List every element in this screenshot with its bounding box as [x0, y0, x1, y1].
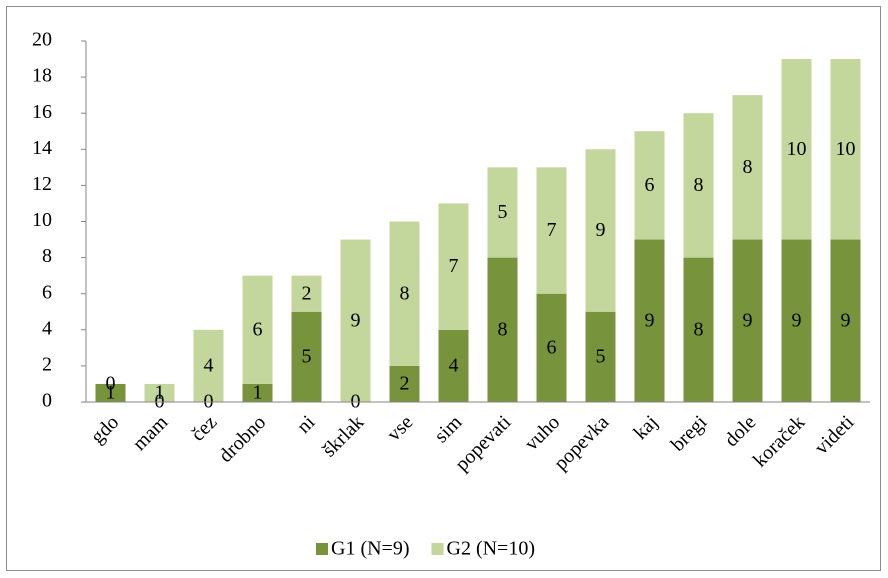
data-label: 1	[155, 382, 165, 404]
y-tick-label: 2	[42, 353, 52, 375]
bar-segment	[634, 239, 665, 402]
data-label: 0	[106, 373, 116, 395]
data-label: 9	[596, 219, 606, 241]
bar-segment	[536, 167, 567, 294]
bar-segment	[683, 257, 714, 402]
bar-segment	[438, 329, 469, 402]
data-label: 1	[253, 382, 263, 404]
legend-swatch	[316, 543, 328, 555]
data-label: 7	[449, 255, 459, 277]
bar-segment	[781, 59, 812, 240]
bar-segment	[585, 311, 616, 402]
data-label: 4	[204, 354, 214, 376]
bar-segment	[634, 131, 665, 240]
y-tick-label: 0	[42, 390, 52, 412]
data-label: 2	[400, 373, 410, 395]
bar-segment	[340, 239, 371, 402]
bar-segment	[585, 149, 616, 312]
data-label: 10	[836, 138, 856, 160]
data-label: 8	[694, 174, 704, 196]
y-tick-label: 12	[32, 173, 52, 195]
bar-segment	[732, 239, 763, 402]
data-label: 9	[743, 309, 753, 331]
legend-swatch	[431, 543, 444, 555]
legend-label: G2 (N=10)	[447, 538, 536, 560]
data-label: 1	[106, 382, 116, 404]
bar-segment	[830, 239, 861, 402]
y-tick-label: 20	[32, 29, 52, 51]
data-label: 4	[449, 354, 459, 376]
data-label: 8	[694, 318, 704, 340]
bar-segment	[487, 167, 518, 258]
bar-segment	[487, 257, 518, 402]
bar-segment	[438, 203, 469, 330]
data-label: 9	[792, 309, 802, 331]
data-label: 5	[498, 201, 508, 223]
bar-segment	[389, 221, 420, 366]
y-tick-label: 18	[32, 65, 52, 87]
bar-segment	[242, 275, 273, 384]
bar-segment	[95, 383, 126, 402]
bar-segment	[144, 383, 175, 402]
y-tick-label: 10	[32, 209, 52, 231]
y-tick-label: 6	[42, 281, 52, 303]
bar-segment	[830, 59, 861, 240]
legend-label: G1 (N=9)	[331, 538, 410, 560]
data-label: 7	[547, 219, 557, 241]
bar-segment	[193, 329, 224, 402]
data-label: 5	[302, 345, 312, 367]
y-tick-label: 8	[42, 245, 52, 267]
bar-segment	[536, 293, 567, 402]
data-label: 10	[787, 138, 807, 160]
bar-segment	[732, 95, 763, 240]
y-tick-label: 16	[32, 101, 52, 123]
bar-segment	[242, 383, 273, 402]
y-tick-label: 4	[42, 317, 52, 339]
bar-segment	[291, 275, 322, 312]
data-label: 6	[645, 174, 655, 196]
data-label: 9	[645, 309, 655, 331]
data-label: 5	[596, 345, 606, 367]
data-label: 6	[253, 318, 263, 340]
data-label: 2	[302, 282, 312, 304]
bar-segment	[683, 113, 714, 258]
y-tick-label: 14	[32, 137, 52, 159]
bar-segment	[291, 311, 322, 402]
bar-segment	[781, 239, 812, 402]
data-label: 9	[841, 309, 851, 331]
data-label: 9	[351, 309, 361, 331]
data-label: 8	[498, 318, 508, 340]
data-label: 6	[547, 336, 557, 358]
bar-segment	[389, 365, 420, 402]
data-label: 8	[743, 156, 753, 178]
data-label: 8	[400, 282, 410, 304]
